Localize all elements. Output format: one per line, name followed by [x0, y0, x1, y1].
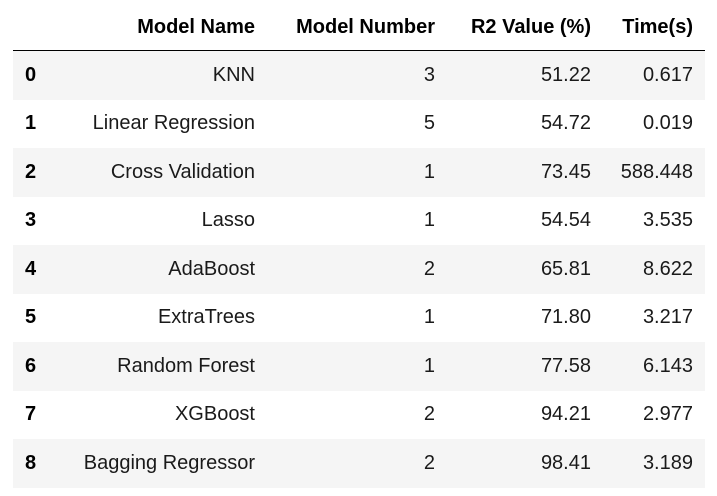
- row-index: 2: [25, 160, 37, 183]
- cell-model-name: AdaBoost: [168, 257, 255, 280]
- table-row: 6 Random Forest 1 77.58 6.143: [13, 342, 705, 391]
- table-body: 0 KNN 3 51.22 0.617 1 Linear Regression 5 54.72 0…: [13, 50, 705, 488]
- cell-model-number: 3: [423, 63, 435, 86]
- column-header-model-number: Model Number: [267, 4, 447, 51]
- row-index: 3: [25, 209, 37, 232]
- cell-time: 8.622: [642, 257, 693, 280]
- cell-time: 588.448: [620, 160, 693, 183]
- cell-time: 6.143: [642, 354, 693, 377]
- table-row: 1 Linear Regression 5 54.72 0.019: [13, 99, 705, 148]
- column-header-model-name: Model Name: [57, 4, 267, 51]
- table-row: 2 Cross Validation 1 73.45 588.448: [13, 148, 705, 197]
- header-row: Model Name Model Number R2 Value (%) Tim…: [13, 4, 705, 51]
- cell-r2-value: 54.72: [540, 112, 591, 135]
- cell-model-number: 2: [423, 451, 435, 474]
- cell-model-name: Random Forest: [117, 354, 255, 377]
- cell-model-name: Linear Regression: [92, 112, 255, 135]
- row-index: 4: [25, 257, 37, 280]
- cell-time: 3.189: [642, 451, 693, 474]
- cell-model-name: Bagging Regressor: [83, 451, 255, 474]
- table-row: 3 Lasso 1 54.54 3.535: [13, 196, 705, 245]
- cell-r2-value: 51.22: [540, 63, 591, 86]
- column-header-time: Time(s): [603, 4, 705, 51]
- cell-model-name: ExtraTrees: [157, 306, 255, 329]
- cell-model-name: Lasso: [201, 209, 255, 232]
- table-row: 7 XGBoost 2 94.21 2.977: [13, 390, 705, 439]
- row-index: 8: [25, 451, 37, 474]
- cell-time: 3.535: [642, 209, 693, 232]
- row-index: 5: [25, 306, 37, 329]
- cell-model-number: 1: [423, 209, 435, 232]
- cell-r2-value: 94.21: [540, 403, 591, 426]
- cell-model-name: XGBoost: [174, 403, 255, 426]
- column-header-r2-value: R2 Value (%): [447, 4, 603, 51]
- cell-model-number: 5: [423, 112, 435, 135]
- table-row: 8 Bagging Regressor 2 98.41 3.189: [13, 439, 705, 488]
- cell-time: 0.617: [642, 63, 693, 86]
- table-row: 5 ExtraTrees 1 71.80 3.217: [13, 293, 705, 342]
- cell-model-number: 2: [423, 257, 435, 280]
- index-header: [13, 4, 57, 51]
- row-index: 7: [25, 403, 37, 426]
- row-index: 6: [25, 354, 37, 377]
- results-table: Model Name Model Number R2 Value (%) Tim…: [13, 4, 705, 488]
- table-row: 0 KNN 3 51.22 0.617: [13, 50, 705, 100]
- cell-time: 2.977: [642, 403, 693, 426]
- cell-r2-value: 77.58: [540, 354, 591, 377]
- cell-model-name: KNN: [212, 63, 255, 86]
- cell-time: 0.019: [642, 112, 693, 135]
- cell-model-number: 1: [423, 306, 435, 329]
- table-row: 4 AdaBoost 2 65.81 8.622: [13, 245, 705, 294]
- cell-r2-value: 71.80: [540, 306, 591, 329]
- cell-r2-value: 54.54: [540, 209, 591, 232]
- table-header: Model Name Model Number R2 Value (%) Tim…: [13, 4, 705, 51]
- cell-model-number: 1: [423, 160, 435, 183]
- cell-r2-value: 73.45: [540, 160, 591, 183]
- row-index: 1: [25, 112, 37, 135]
- cell-model-name: Cross Validation: [110, 160, 255, 183]
- cell-model-number: 1: [423, 354, 435, 377]
- cell-r2-value: 98.41: [540, 451, 591, 474]
- cell-model-number: 2: [423, 403, 435, 426]
- row-index: 0: [25, 63, 37, 86]
- cell-r2-value: 65.81: [540, 257, 591, 280]
- cell-time: 3.217: [642, 306, 693, 329]
